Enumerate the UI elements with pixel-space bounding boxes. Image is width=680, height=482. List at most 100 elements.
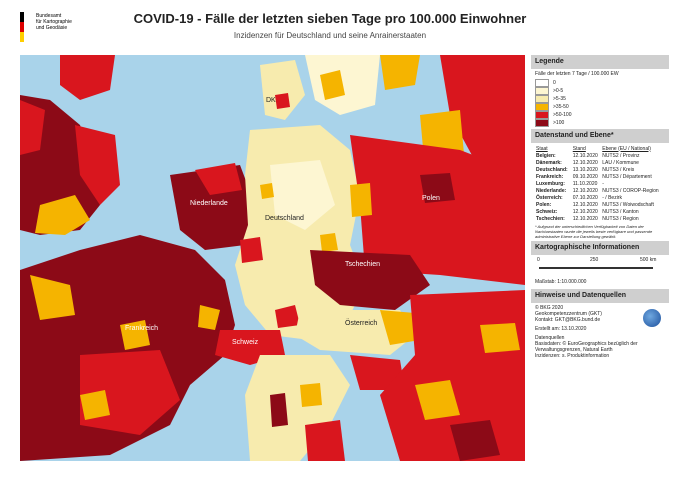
map-region-germany-hotspot-south (275, 305, 300, 328)
map-region-italy-yellow (300, 383, 322, 407)
legend-section: Fälle der letzten 7 Tage / 100.000 EW 0 >… (531, 69, 669, 129)
map-region-germany-low (270, 160, 335, 230)
map-region-poland-yellow (350, 183, 372, 217)
status-cell: 12.10.2020 (572, 208, 598, 215)
map-label-denmark: DK (266, 97, 276, 104)
status-cell: NUTS3 / Kanton (602, 208, 639, 215)
map-region-poland-hotspot (420, 173, 455, 203)
legend-item: >50-100 (535, 111, 665, 119)
status-row: Polen: 12.10.2020 NUTS3 / Woiwodschaft (535, 201, 665, 208)
legend-swatch (535, 111, 549, 119)
legend-item: >100 (535, 119, 665, 127)
map-region-scotland (60, 55, 115, 100)
status-cell: NUTS2 / Provinz (602, 152, 640, 159)
status-cell: NUTS3 / Kreis (602, 166, 635, 173)
map-label-germany: Deutschland (265, 215, 304, 222)
map-label-czechia: Tschechien (345, 261, 381, 268)
status-cell: Frankreich: (536, 173, 564, 180)
status-cell: - (602, 180, 604, 187)
status-row: Tschechien: 12.10.2020 NUTS3 / Region (535, 215, 665, 222)
legend-caption: Fälle der letzten 7 Tage / 100.000 EW (535, 71, 619, 77)
legend-swatch (535, 95, 549, 103)
status-cell: 12.10.2020 (572, 201, 598, 208)
scale-line (539, 267, 653, 269)
map-region-france-south-a (80, 390, 110, 420)
bkg-logo: Bundesamt für Kartographie und Geodäsie (20, 12, 110, 46)
carto-heading: Kartographische Informationen (531, 241, 669, 255)
organisation-name: Bundesamt für Kartographie und Geodäsie (36, 13, 114, 31)
legend-item: >5-35 (535, 95, 665, 103)
legend-label: >100 (553, 120, 565, 126)
map-region-italy (245, 355, 350, 461)
map-region-germany-hotspot-west (240, 237, 263, 263)
status-row: Österreich: 07.10.2020 - / Bezirk (535, 194, 665, 201)
map-region-france-west (30, 275, 75, 320)
legend-swatch (535, 87, 549, 95)
notes-section: © BKG 2020 Geokompetenzzentrum (GKT) Kon… (531, 303, 669, 361)
map-region-germany-hotspot-center (320, 233, 338, 252)
legend-item: 0 (535, 79, 665, 87)
map-region-balkans-hotspot (450, 420, 500, 461)
map-canvas (20, 55, 525, 461)
incidence-map[interactable]: DK Niederlande Deutschland Polen Tschech… (20, 55, 525, 461)
org-line-2: für Kartographie (36, 19, 72, 25)
status-table: Staat Stand Ebene (EU / National) Belgien: 1… (535, 145, 665, 222)
status-cell: 13.10.2020 (572, 166, 598, 173)
map-label-austria: Österreich (345, 320, 378, 327)
status-footnote: * Aufgrund der unterschiedlichen Verfügb… (535, 224, 653, 239)
german-flag-stripe (20, 12, 24, 42)
scale-tick-250: 250 (590, 257, 599, 263)
notes-sources-1: Basisdaten: © EuroGeographics bezüglich … (535, 341, 638, 347)
scale-tick-500: 500 km (640, 257, 657, 263)
globe-icon (643, 309, 661, 327)
status-cell: Polen: (536, 201, 552, 208)
status-cell: Schweiz: (536, 208, 558, 215)
status-section: Staat Stand Ebene (EU / National) Belgien: 1… (531, 143, 669, 241)
status-cell: Luxemburg: (536, 180, 565, 187)
map-region-denmark-hotspot (275, 93, 290, 109)
map-region-germany (235, 125, 365, 340)
legend-label: 0 (553, 80, 556, 86)
status-cell: 09.10.2020 (572, 173, 598, 180)
map-region-uk-west (35, 195, 90, 235)
status-cell: 12.10.2020 (572, 159, 598, 166)
status-row: Belgien: 12.10.2020 NUTS2 / Provinz (535, 152, 665, 159)
legend-item: >35-50 (535, 103, 665, 111)
status-row: Niederlande: 12.10.2020 NUTS3 / COROP-Regi… (535, 187, 665, 194)
status-cell: - / Bezirk (602, 194, 622, 201)
status-column-header: Staat (536, 145, 548, 152)
status-cell: Deutschland: (536, 166, 568, 173)
page-title: COVID-19 - Fälle der letzten sieben Tage… (133, 11, 527, 26)
status-cell: NUTS3 / COROP-Region (602, 187, 659, 194)
status-column-header: Ebene (EU / National) (602, 145, 651, 152)
map-label-france: Frankreich (125, 325, 159, 332)
legend-label: >5-35 (553, 96, 566, 102)
status-cell: LAU / Kommune (602, 159, 639, 166)
map-region-uk-east (75, 125, 120, 205)
status-cell: 12.10.2020 (572, 152, 598, 159)
map-region-germany-hotspot-north (260, 183, 274, 199)
map-region-france-center (120, 320, 150, 350)
legend-label: >50-100 (553, 112, 572, 118)
page-subtitle: Inzidenzen für Deutschland und seine Anr… (233, 31, 427, 40)
map-region-austria-east (380, 310, 420, 345)
map-region-corsica (270, 393, 288, 427)
map-region-norway (380, 55, 420, 90)
map-region-slovenia (350, 355, 405, 390)
status-header-row: Staat Stand Ebene (EU / National) (535, 145, 665, 152)
status-row: Schweiz: 12.10.2020 NUTS3 / Kanton (535, 208, 665, 215)
status-row: Frankreich: 09.10.2020 NUTS3 / Département (535, 173, 665, 180)
map-region-denmark (260, 60, 305, 120)
notes-contact: Kontakt: GKT@BKG.bund.de (535, 317, 601, 323)
status-row: Deutschland: 13.10.2020 NUTS3 / Kreis (535, 166, 665, 173)
org-line-1: Bundesamt (36, 13, 62, 19)
status-cell: Niederlande: (536, 187, 567, 194)
notes-sources-2: Verwaltungsgrenzen, Natural Earth (535, 347, 613, 353)
map-region-sweden-south (320, 70, 345, 100)
map-region-netherlands-north (195, 163, 242, 195)
status-cell: 12.10.2020 (572, 215, 598, 222)
status-cell: Dänemark: (536, 159, 562, 166)
scale-bar: 0 250 500 km (535, 257, 665, 275)
status-heading: Datenstand und Ebene* (531, 129, 669, 143)
notes-copyright: © BKG 2020 (535, 305, 564, 311)
